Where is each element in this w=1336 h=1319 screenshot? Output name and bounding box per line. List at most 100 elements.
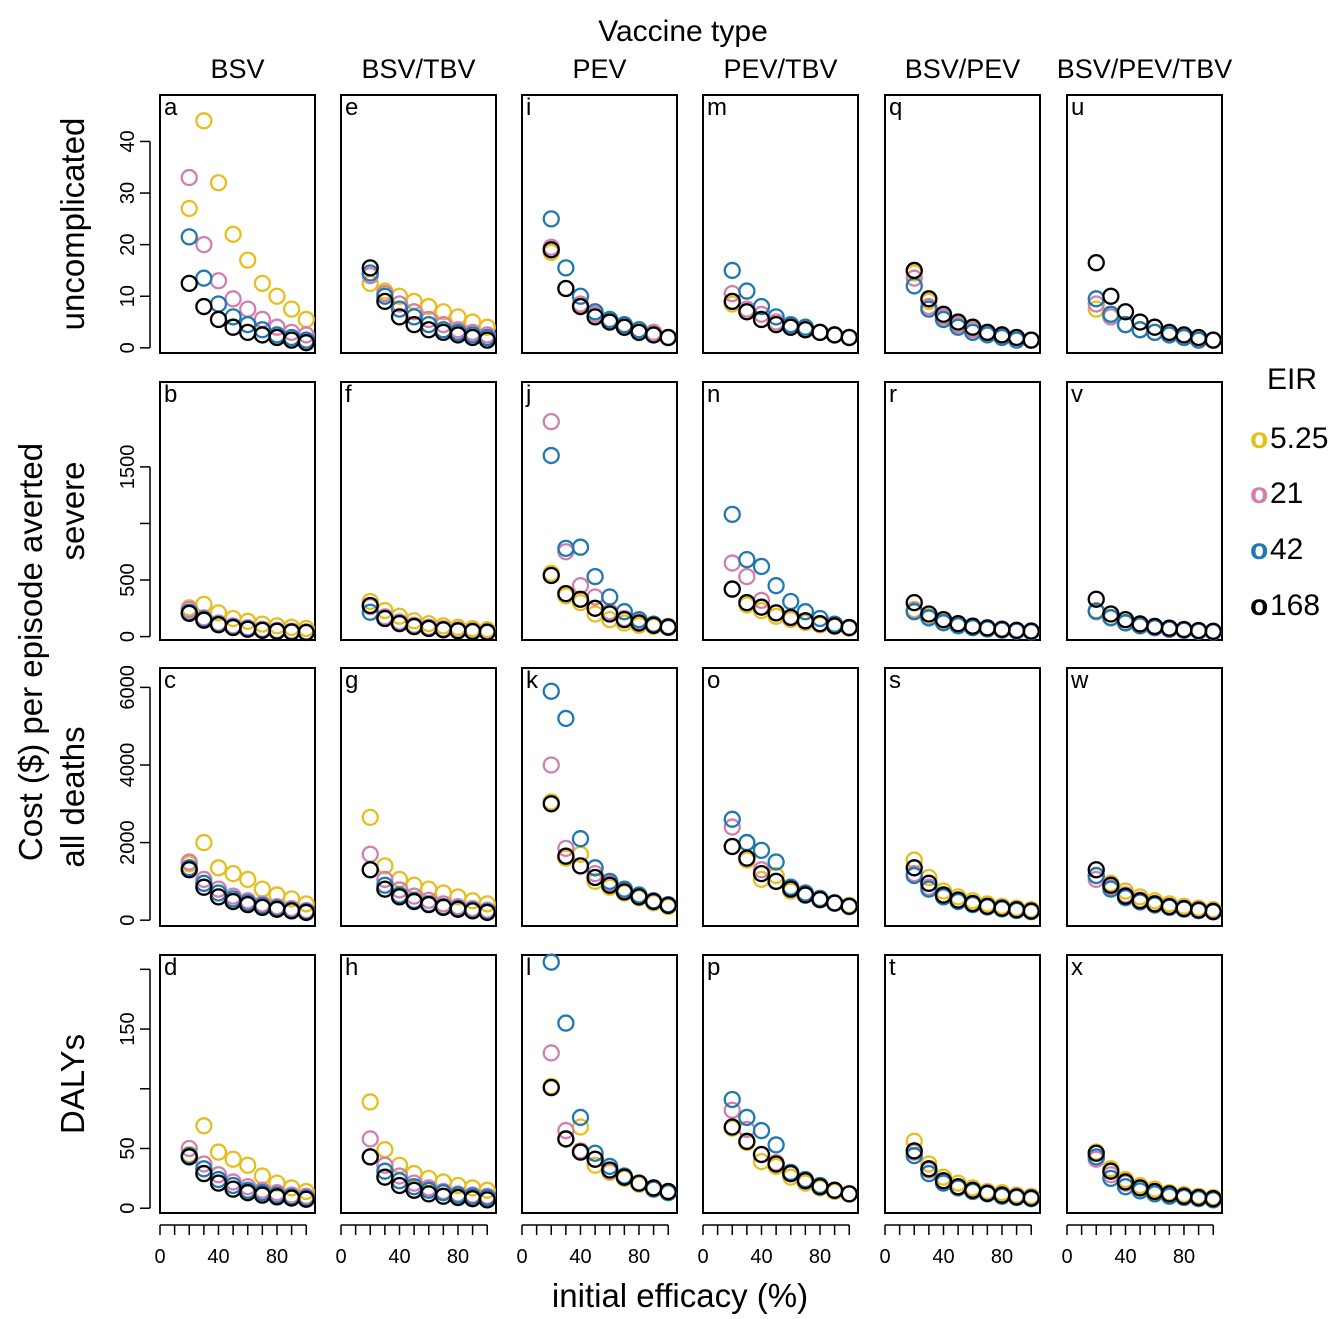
legend-entry: o 42 (1250, 533, 1303, 566)
data-point (934, 886, 953, 904)
data-point (253, 274, 272, 292)
data-point (1204, 902, 1222, 921)
data-point (542, 682, 560, 700)
x-tick-label: 80 (628, 1246, 650, 1268)
data-point (195, 1160, 213, 1178)
data-point (478, 903, 496, 922)
panel-frame (340, 94, 497, 354)
x-tick-label: 40 (207, 1246, 229, 1268)
data-point (224, 318, 242, 336)
panel-letter: s (889, 667, 901, 694)
data-point (840, 328, 858, 347)
legend-entry: o 168 (1250, 589, 1320, 622)
data-point (390, 300, 409, 318)
panel-letter: a (164, 94, 178, 121)
data-point (195, 1117, 213, 1135)
panel-letter: i (526, 94, 531, 121)
data-point (723, 837, 741, 856)
panel-letter: o (707, 667, 720, 694)
panel-frame (340, 954, 497, 1214)
data-point (1204, 622, 1222, 640)
data-point (1204, 331, 1222, 349)
data-point (964, 318, 982, 336)
data-point (571, 830, 590, 848)
data-point (752, 1121, 771, 1140)
data-point (1022, 902, 1040, 920)
x-tick-label: 40 (569, 1246, 591, 1268)
panel-letter: t (889, 954, 896, 981)
data-point (1102, 605, 1120, 623)
panel: v (1066, 381, 1223, 641)
y-tick-label: 0 (117, 1203, 139, 1214)
data-point (601, 876, 619, 894)
data-point (615, 1168, 634, 1186)
data-point (659, 896, 677, 915)
data-point (195, 297, 213, 316)
data-point (478, 623, 496, 641)
data-point (949, 313, 967, 331)
data-point (601, 605, 619, 623)
data-point (239, 251, 257, 269)
data-point (1087, 300, 1105, 318)
data-point (180, 861, 198, 879)
panel: u (1066, 94, 1223, 354)
panel-frame (159, 667, 316, 927)
x-tick-label: 80 (991, 1246, 1013, 1268)
x-tick-label: 0 (879, 1246, 890, 1268)
data-point (796, 603, 815, 621)
panel-letter: b (164, 381, 177, 408)
panel: n (702, 381, 859, 641)
data-point (376, 1156, 394, 1174)
panel: o (702, 667, 859, 927)
panel: i (521, 94, 678, 354)
data-point (601, 588, 619, 606)
x-tick-label: 40 (932, 1246, 954, 1268)
data-point (934, 1172, 953, 1190)
data-point (1087, 254, 1105, 272)
panel-letter: l (526, 954, 531, 981)
data-point (1116, 1173, 1135, 1191)
data-point (239, 870, 257, 889)
data-point (542, 566, 560, 585)
data-point (1204, 1190, 1222, 1208)
panel-letter: g (345, 667, 358, 694)
panel-letter: q (889, 94, 902, 121)
x-tick-label: 80 (809, 1246, 831, 1268)
panel-frame (884, 94, 1041, 354)
data-point (542, 795, 560, 813)
panel: r (884, 381, 1041, 641)
data-point (361, 596, 379, 615)
data-point (180, 168, 198, 187)
data-point (586, 1150, 604, 1168)
data-point (601, 1161, 619, 1179)
data-point (723, 1118, 741, 1136)
row-label: uncomplicated (54, 118, 91, 331)
data-point (542, 1078, 560, 1097)
panel: q (884, 94, 1041, 354)
data-point (405, 315, 423, 334)
data-point (420, 297, 438, 316)
data-point (920, 300, 938, 318)
panel-letter: v (1071, 381, 1083, 408)
row-label: severe (54, 461, 91, 560)
panel-frame (702, 94, 859, 354)
data-point (782, 880, 800, 898)
data-point (1087, 1144, 1105, 1162)
data-point (195, 112, 213, 130)
panel-frame (521, 381, 678, 641)
data-point (1189, 621, 1208, 640)
data-point (1022, 331, 1040, 349)
data-point (253, 1167, 272, 1185)
data-point (376, 609, 394, 628)
y-tick-label: 150 (117, 1012, 139, 1045)
data-point (282, 890, 301, 908)
y-tick-label: 6000 (117, 665, 139, 710)
figure-x-title: initial efficacy (%) (552, 1277, 808, 1314)
data-point (195, 1155, 213, 1173)
data-point (905, 1142, 923, 1160)
panel-frame (521, 94, 678, 354)
data-point (557, 1014, 575, 1032)
panel-frame (1066, 667, 1223, 927)
x-tick-label: 80 (266, 1246, 288, 1268)
data-point (1102, 1162, 1120, 1180)
